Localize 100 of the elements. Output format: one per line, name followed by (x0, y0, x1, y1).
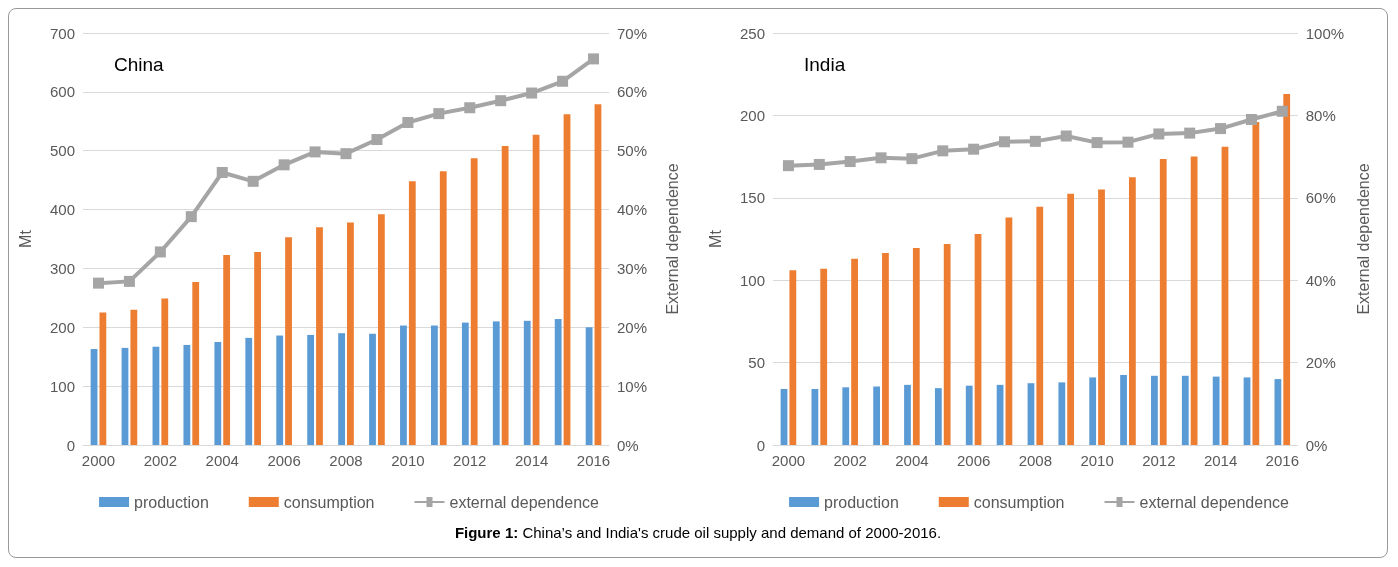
y-tick-label: 500 (49, 142, 75, 160)
bar (470, 158, 478, 445)
point (1245, 114, 1257, 126)
x-tick-label: 2014 (1203, 452, 1238, 469)
bar (130, 309, 138, 445)
point (247, 175, 259, 187)
y-tick-label: 200 (739, 106, 765, 124)
text: India (804, 54, 846, 75)
x-tick-label: 2016 (1265, 452, 1299, 469)
point (433, 108, 445, 120)
point (185, 211, 197, 223)
bar (461, 322, 469, 445)
point (588, 53, 600, 65)
bar (934, 388, 942, 445)
bar (431, 325, 438, 445)
x-tick-label: 2006 (267, 452, 301, 469)
legend-label: consumption (283, 493, 375, 511)
x-tick-label: 2016 (576, 452, 611, 469)
bar (882, 253, 889, 445)
point (340, 148, 352, 160)
caption: Figure 1: (454, 524, 520, 541)
y-tick-label: 400 (49, 201, 75, 219)
x-tick-label: 2002 (833, 452, 867, 469)
point (154, 246, 166, 258)
x-tick-label: 2004 (895, 452, 929, 469)
y-tick-label: 200 (49, 318, 75, 336)
text: China (114, 54, 165, 75)
bar (307, 334, 315, 445)
bar (400, 325, 407, 445)
bar (820, 268, 828, 445)
x-tick-label: 2010 (1080, 452, 1114, 469)
point (968, 143, 980, 155)
bar (943, 243, 951, 445)
x-tick-label: 2010 (391, 452, 425, 469)
point (526, 87, 538, 99)
x-tick-label: 2000 (81, 452, 116, 469)
bar (1252, 121, 1260, 445)
y-tick-label: 100 (49, 377, 75, 395)
y2-tick-label: 80% (1305, 106, 1336, 124)
y-tick-label: 100 (739, 271, 765, 289)
y2-tick-label: 60% (1305, 189, 1336, 207)
bar (1159, 159, 1167, 445)
x-tick-label: 2002 (143, 452, 178, 469)
x-tick-label: 2012 (453, 452, 487, 469)
x-tick-label: 2014 (514, 452, 549, 469)
legend-label: external dependence (449, 493, 600, 511)
bar (1181, 375, 1189, 445)
y2-tick-label: 30% (617, 259, 648, 277)
point (1060, 130, 1072, 142)
bar (912, 248, 920, 445)
bar (585, 327, 593, 445)
y-tick-label: 50 (748, 354, 765, 372)
point (1091, 137, 1103, 149)
bar (873, 386, 881, 445)
bar (501, 146, 509, 445)
y2-tick-label: 20% (617, 318, 648, 336)
x-tick-label: 2006 (956, 452, 991, 469)
y-tick-label: 250 (739, 24, 765, 42)
point (464, 102, 476, 114)
point (1122, 136, 1134, 148)
point (844, 156, 856, 168)
bar (223, 254, 231, 445)
y-axis-title: Mt (706, 229, 724, 248)
bar (183, 344, 191, 445)
y2-axis-title: External dependence (663, 163, 681, 315)
bar (842, 387, 850, 445)
bar (408, 181, 416, 445)
bar (492, 321, 500, 445)
bar (254, 251, 261, 445)
point (875, 152, 887, 164)
point (1153, 128, 1165, 140)
bar (1036, 206, 1044, 445)
point (937, 145, 949, 157)
bar (1067, 193, 1075, 445)
point (123, 275, 135, 287)
bar (789, 270, 797, 445)
bar (276, 335, 284, 445)
bar (245, 337, 253, 445)
bar (161, 298, 169, 445)
point (1184, 127, 1196, 139)
point (216, 166, 228, 178)
bar (1283, 93, 1291, 445)
point (906, 153, 918, 165)
y-tick-label: 300 (49, 259, 75, 277)
bar (214, 342, 222, 445)
bar (1120, 374, 1127, 445)
bar (811, 388, 819, 445)
bar (316, 227, 323, 445)
point (813, 158, 825, 170)
point (495, 95, 507, 107)
y-tick-label: 0 (756, 436, 765, 454)
bar (554, 319, 562, 445)
bar (347, 222, 354, 445)
y-axis-title: Mt (16, 229, 34, 248)
point (371, 134, 383, 146)
bar (1274, 379, 1282, 445)
bar (1190, 156, 1198, 445)
bar (1151, 375, 1158, 445)
x-tick-label: 2008 (329, 452, 363, 469)
bar (904, 384, 911, 445)
